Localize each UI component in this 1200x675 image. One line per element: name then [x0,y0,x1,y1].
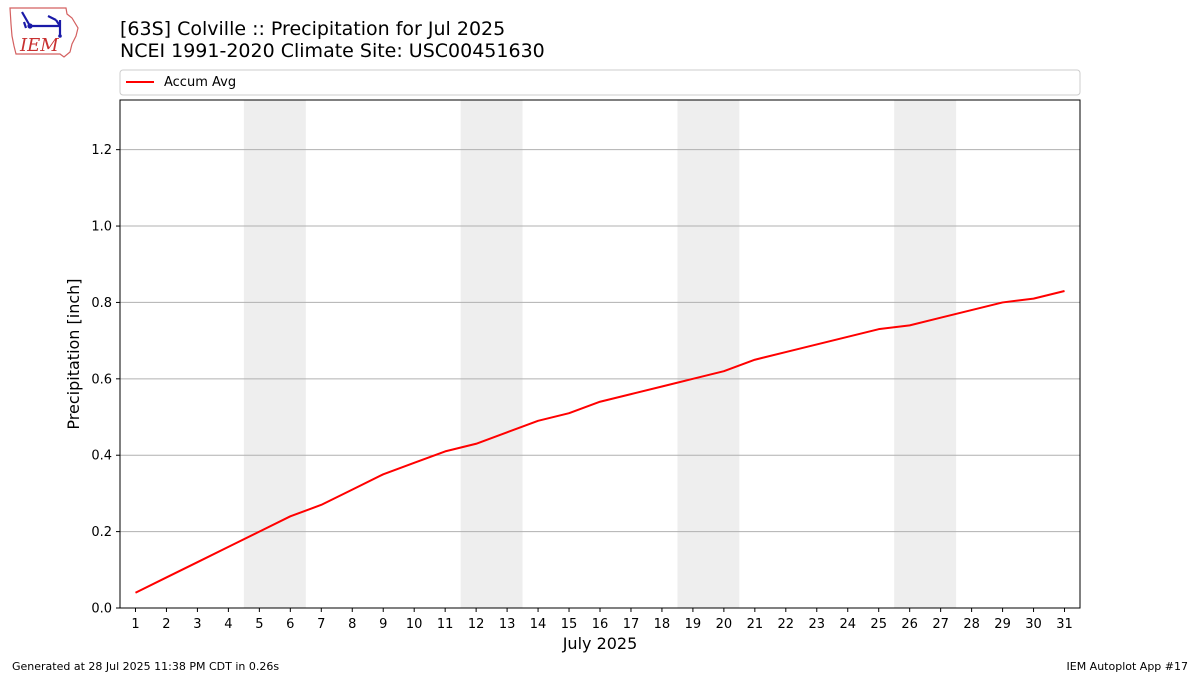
x-tick-label: 27 [932,617,949,632]
x-tick-label: 1 [131,617,139,632]
y-tick-label: 0.0 [91,602,112,617]
x-tick-label: 17 [623,617,640,632]
x-tick-label: 5 [255,617,263,632]
iem-logo: IEM [9,7,79,58]
weekend-band-3 [677,100,740,608]
x-tick-label: 24 [839,617,856,632]
x-tick-label: 26 [901,617,918,632]
x-tick-label: 11 [437,617,454,632]
x-tick-label: 2 [162,617,170,632]
x-tick-label: 20 [716,617,733,632]
y-tick-label: 0.2 [91,525,112,540]
y-tick-label: 0.4 [91,449,112,464]
y-tick-label: 1.2 [91,143,112,158]
x-tick-label: 4 [224,617,232,632]
x-tick-label: 14 [530,617,547,632]
y-tick-label: 0.8 [91,296,112,311]
y-gridlines [120,149,1080,533]
x-tick-label: 10 [406,617,423,632]
x-axis-label: July 2025 [562,634,638,653]
chart-title: [63S] Colville :: Precipitation for Jul … [120,18,505,40]
x-tick-label: 22 [778,617,795,632]
x-tick-label: 21 [747,617,764,632]
weekend-band-2 [460,100,523,608]
x-axis-ticks: 1 2 3 4 5 6 7 8 9 10 11 12 13 14 15 16 17 18 19 20 21 22 23 24 2… [131,608,1073,632]
x-tick-label: 28 [963,617,980,632]
logo-text: IEM [19,35,59,56]
y-axis-label: Precipitation [inch] [64,278,83,429]
series-line-accum-avg [135,290,1065,594]
x-tick-label: 19 [685,617,702,632]
footer-generated-text: Generated at 28 Jul 2025 11:38 PM CDT in… [12,660,279,673]
x-tick-label: 30 [1025,617,1042,632]
x-tick-label: 23 [809,617,826,632]
series-lines [135,290,1065,594]
x-tick-label: 15 [561,617,578,632]
x-tick-label: 12 [468,617,485,632]
y-axis-ticks: 0.0 0.2 0.4 0.6 0.8 1.0 1.2 [91,143,120,617]
x-tick-label: 18 [654,617,671,632]
x-tick-label: 31 [1056,617,1073,632]
weekend-shading [243,100,957,608]
legend: Accum Avg [119,69,1081,96]
x-tick-label: 29 [994,617,1011,632]
y-tick-label: 0.6 [91,372,112,387]
x-tick-label: 7 [317,617,325,632]
x-tick-label: 25 [870,617,887,632]
x-tick-label: 9 [379,617,387,632]
x-tick-label: 16 [592,617,609,632]
legend-label-accum-avg: Accum Avg [164,75,236,90]
chart-subtitle: NCEI 1991-2020 Climate Site: USC00451630 [120,40,545,62]
x-tick-label: 13 [499,617,516,632]
weekend-band-4 [894,100,957,608]
y-tick-label: 1.0 [91,220,112,235]
x-tick-label: 3 [193,617,201,632]
x-tick-label: 8 [348,617,356,632]
x-tick-label: 6 [286,617,294,632]
footer-app-text: IEM Autoplot App #17 [1067,660,1189,673]
